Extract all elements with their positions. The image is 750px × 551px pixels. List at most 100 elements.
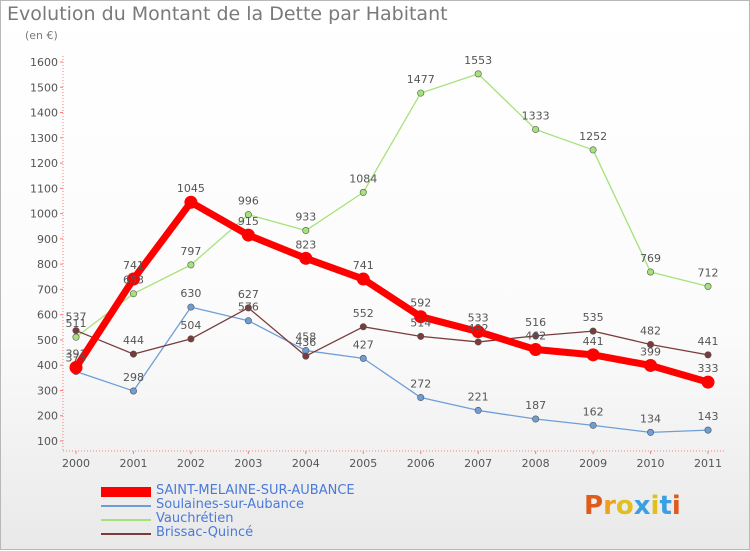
x-tick-label: 2004 <box>292 457 320 470</box>
data-point <box>302 227 310 235</box>
data-label: 1477 <box>407 73 435 86</box>
data-point <box>532 332 540 340</box>
data-label: 712 <box>698 266 719 279</box>
data-label: 996 <box>238 195 259 208</box>
y-tick-label: 200 <box>37 410 58 423</box>
chart-subtitle: (en €) <box>25 29 58 42</box>
data-point <box>241 228 255 242</box>
data-point <box>586 348 600 362</box>
data-point <box>126 272 140 286</box>
y-tick-label: 1000 <box>30 208 58 221</box>
data-point <box>129 290 137 298</box>
data-point <box>532 125 540 133</box>
legend-label: Brissac-Quincé <box>156 525 254 540</box>
x-tick-label: 2008 <box>522 457 550 470</box>
data-point <box>704 426 712 434</box>
y-tick-label: 1100 <box>30 182 58 195</box>
logo-letter: x <box>633 491 651 521</box>
legend-label: Soulaines-sur-Aubance <box>156 497 305 512</box>
data-label: 630 <box>180 287 201 300</box>
y-tick-label: 600 <box>37 309 58 322</box>
data-point <box>244 211 252 219</box>
data-label: 427 <box>353 338 374 351</box>
data-point <box>244 304 252 312</box>
data-label: 504 <box>180 319 201 332</box>
data-label: 552 <box>353 307 374 320</box>
legend-swatch <box>101 519 151 521</box>
data-point <box>129 350 137 358</box>
legend-item: Brissac-Quincé <box>101 525 421 541</box>
data-point <box>589 421 597 429</box>
x-tick-label: 2005 <box>349 457 377 470</box>
data-point <box>244 317 252 325</box>
data-label: 535 <box>583 311 604 324</box>
x-tick-label: 2010 <box>637 457 665 470</box>
legend-swatch <box>101 533 151 535</box>
data-label: 143 <box>698 410 719 423</box>
x-tick-label: 2009 <box>579 457 607 470</box>
data-point <box>471 325 485 339</box>
proxiti-logo: Proxiti <box>584 491 681 521</box>
data-point <box>187 335 195 343</box>
data-point <box>644 358 658 372</box>
x-tick-label: 2006 <box>407 457 435 470</box>
data-point <box>647 268 655 276</box>
data-point <box>359 188 367 196</box>
y-tick-label: 1600 <box>30 56 58 69</box>
series-line-3 <box>75 73 709 338</box>
y-tick-label: 1300 <box>30 132 58 145</box>
data-point <box>589 327 597 335</box>
y-tick-label: 1500 <box>30 81 58 94</box>
chart-legend: SAINT-MELAINE-SUR-AUBANCE Soulaines-sur-A… <box>101 483 421 541</box>
data-label: 272 <box>410 378 431 391</box>
data-label: 627 <box>238 288 259 301</box>
data-point <box>474 338 482 346</box>
data-label: 221 <box>468 390 489 403</box>
data-point <box>414 310 428 324</box>
data-point <box>529 343 543 357</box>
data-label: 1084 <box>349 172 377 185</box>
data-point <box>417 332 425 340</box>
data-label: 162 <box>583 405 604 418</box>
data-point <box>417 89 425 97</box>
data-point <box>356 272 370 286</box>
logo-letter: P <box>584 491 604 521</box>
data-label: 482 <box>640 324 661 337</box>
x-tick-label: 2002 <box>177 457 205 470</box>
data-label: 592 <box>410 297 431 310</box>
x-tick-label: 2001 <box>119 457 147 470</box>
legend-item: SAINT-MELAINE-SUR-AUBANCE <box>101 483 421 499</box>
series-line-4 <box>75 307 709 357</box>
y-tick-label: 1200 <box>30 157 58 170</box>
data-point <box>359 323 367 331</box>
data-point <box>72 327 80 335</box>
data-point <box>704 282 712 290</box>
data-label: 516 <box>525 316 546 329</box>
logo-letter: i <box>650 491 660 521</box>
data-label: 769 <box>640 252 661 265</box>
x-tick-label: 2007 <box>464 457 492 470</box>
series-line-1 <box>72 198 712 386</box>
data-point <box>589 146 597 154</box>
logo-letter: i <box>671 491 681 521</box>
data-point <box>72 333 80 341</box>
data-label: 444 <box>123 334 144 347</box>
legend-item: Soulaines-sur-Aubance <box>101 497 421 513</box>
data-point <box>417 394 425 402</box>
data-label: 1045 <box>177 182 205 195</box>
y-tick-label: 300 <box>37 384 58 397</box>
y-tick-label: 800 <box>37 258 58 271</box>
data-point <box>647 428 655 436</box>
data-point <box>474 70 482 78</box>
data-point <box>359 354 367 362</box>
chart-title: Evolution du Montant de la Dette par Hab… <box>7 3 448 25</box>
legend-swatch <box>101 505 151 507</box>
y-tick-label: 900 <box>37 233 58 246</box>
x-tick-label: 2003 <box>234 457 262 470</box>
logo-letter: o <box>615 491 634 521</box>
data-label: 741 <box>353 259 374 272</box>
logo-letter: r <box>603 491 616 521</box>
data-label: 436 <box>295 336 316 349</box>
data-label: 375 <box>66 352 87 365</box>
